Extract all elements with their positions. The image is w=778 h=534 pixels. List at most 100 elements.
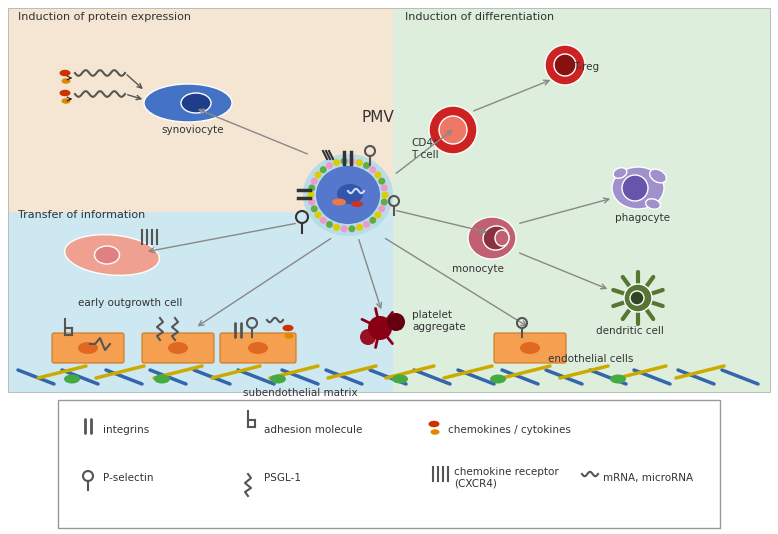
Circle shape (368, 316, 392, 340)
Circle shape (310, 206, 317, 213)
Ellipse shape (285, 333, 293, 339)
Text: Induction of protein expression: Induction of protein expression (18, 12, 191, 22)
Bar (8, 8, 770, 392)
Ellipse shape (430, 429, 440, 435)
Circle shape (314, 171, 321, 178)
Circle shape (429, 106, 477, 154)
FancyBboxPatch shape (52, 333, 124, 363)
Text: phagocyte: phagocyte (615, 213, 671, 223)
Ellipse shape (490, 374, 506, 383)
Text: P-selectin: P-selectin (103, 473, 153, 483)
Ellipse shape (316, 166, 380, 224)
Text: CD4⁺
T cell: CD4⁺ T cell (412, 138, 439, 160)
Bar (393, 8, 770, 392)
Bar (8, 212, 393, 392)
Circle shape (356, 224, 363, 231)
Ellipse shape (392, 374, 408, 383)
Ellipse shape (154, 374, 170, 383)
Ellipse shape (337, 184, 363, 204)
Ellipse shape (168, 342, 188, 354)
Circle shape (380, 199, 387, 206)
Ellipse shape (59, 90, 71, 96)
Text: platelet
aggregate: platelet aggregate (412, 310, 465, 332)
Ellipse shape (303, 154, 393, 236)
Circle shape (349, 158, 356, 164)
Text: T-reg: T-reg (573, 62, 599, 72)
Ellipse shape (483, 226, 509, 250)
Circle shape (374, 171, 381, 178)
Circle shape (349, 225, 356, 232)
Text: monocyte: monocyte (452, 264, 504, 274)
Ellipse shape (610, 374, 626, 383)
Ellipse shape (78, 342, 98, 354)
Circle shape (370, 217, 377, 224)
Ellipse shape (650, 169, 666, 183)
Bar (8, 8, 393, 212)
FancyBboxPatch shape (494, 333, 566, 363)
Ellipse shape (646, 199, 661, 209)
Circle shape (363, 162, 370, 169)
Text: PMV: PMV (362, 110, 394, 125)
Bar (58, 400, 720, 528)
Circle shape (370, 166, 377, 173)
FancyBboxPatch shape (142, 333, 214, 363)
Ellipse shape (65, 234, 159, 276)
Circle shape (326, 221, 333, 228)
Circle shape (363, 221, 370, 228)
Circle shape (360, 329, 376, 345)
Text: early outgrowth cell: early outgrowth cell (78, 298, 182, 308)
Ellipse shape (332, 199, 346, 206)
Ellipse shape (282, 325, 293, 331)
Text: mRNA, microRNA: mRNA, microRNA (603, 473, 693, 483)
Text: adhesion molecule: adhesion molecule (264, 425, 363, 435)
Text: Transfer of information: Transfer of information (18, 210, 145, 220)
FancyBboxPatch shape (220, 333, 296, 363)
Ellipse shape (468, 217, 516, 259)
Text: integrins: integrins (103, 425, 149, 435)
Ellipse shape (61, 98, 71, 104)
Ellipse shape (181, 93, 211, 113)
Circle shape (341, 158, 348, 164)
Circle shape (320, 217, 327, 224)
Ellipse shape (64, 374, 80, 383)
Circle shape (387, 313, 405, 331)
Text: endothelial cells: endothelial cells (548, 354, 633, 364)
Circle shape (307, 192, 314, 199)
Circle shape (356, 159, 363, 166)
Circle shape (630, 291, 644, 305)
Text: dendritic cell: dendritic cell (596, 326, 664, 336)
Text: PSGL-1: PSGL-1 (264, 473, 301, 483)
Ellipse shape (61, 78, 71, 84)
Ellipse shape (495, 230, 509, 246)
Circle shape (308, 199, 315, 206)
Circle shape (439, 116, 467, 144)
Circle shape (378, 206, 385, 213)
Ellipse shape (59, 70, 71, 76)
Text: chemokine receptor
(CXCR4): chemokine receptor (CXCR4) (454, 467, 559, 489)
Ellipse shape (612, 167, 664, 209)
Circle shape (378, 178, 385, 185)
Circle shape (341, 225, 348, 232)
Text: subendothelial matrix: subendothelial matrix (243, 388, 357, 398)
Circle shape (308, 184, 315, 191)
Text: synoviocyte: synoviocyte (162, 125, 224, 135)
Ellipse shape (270, 374, 286, 383)
Circle shape (622, 175, 648, 201)
Circle shape (333, 159, 340, 166)
Circle shape (554, 54, 576, 76)
Ellipse shape (94, 246, 120, 264)
Circle shape (314, 211, 321, 218)
Ellipse shape (429, 421, 440, 427)
Ellipse shape (613, 168, 627, 178)
Ellipse shape (520, 342, 540, 354)
Circle shape (320, 166, 327, 173)
Circle shape (326, 162, 333, 169)
Circle shape (545, 45, 585, 85)
Circle shape (381, 192, 388, 199)
Text: chemokines / cytokines: chemokines / cytokines (448, 425, 571, 435)
Ellipse shape (351, 201, 363, 207)
Circle shape (374, 211, 381, 218)
Ellipse shape (144, 84, 232, 122)
Circle shape (310, 178, 317, 185)
Circle shape (624, 284, 652, 312)
